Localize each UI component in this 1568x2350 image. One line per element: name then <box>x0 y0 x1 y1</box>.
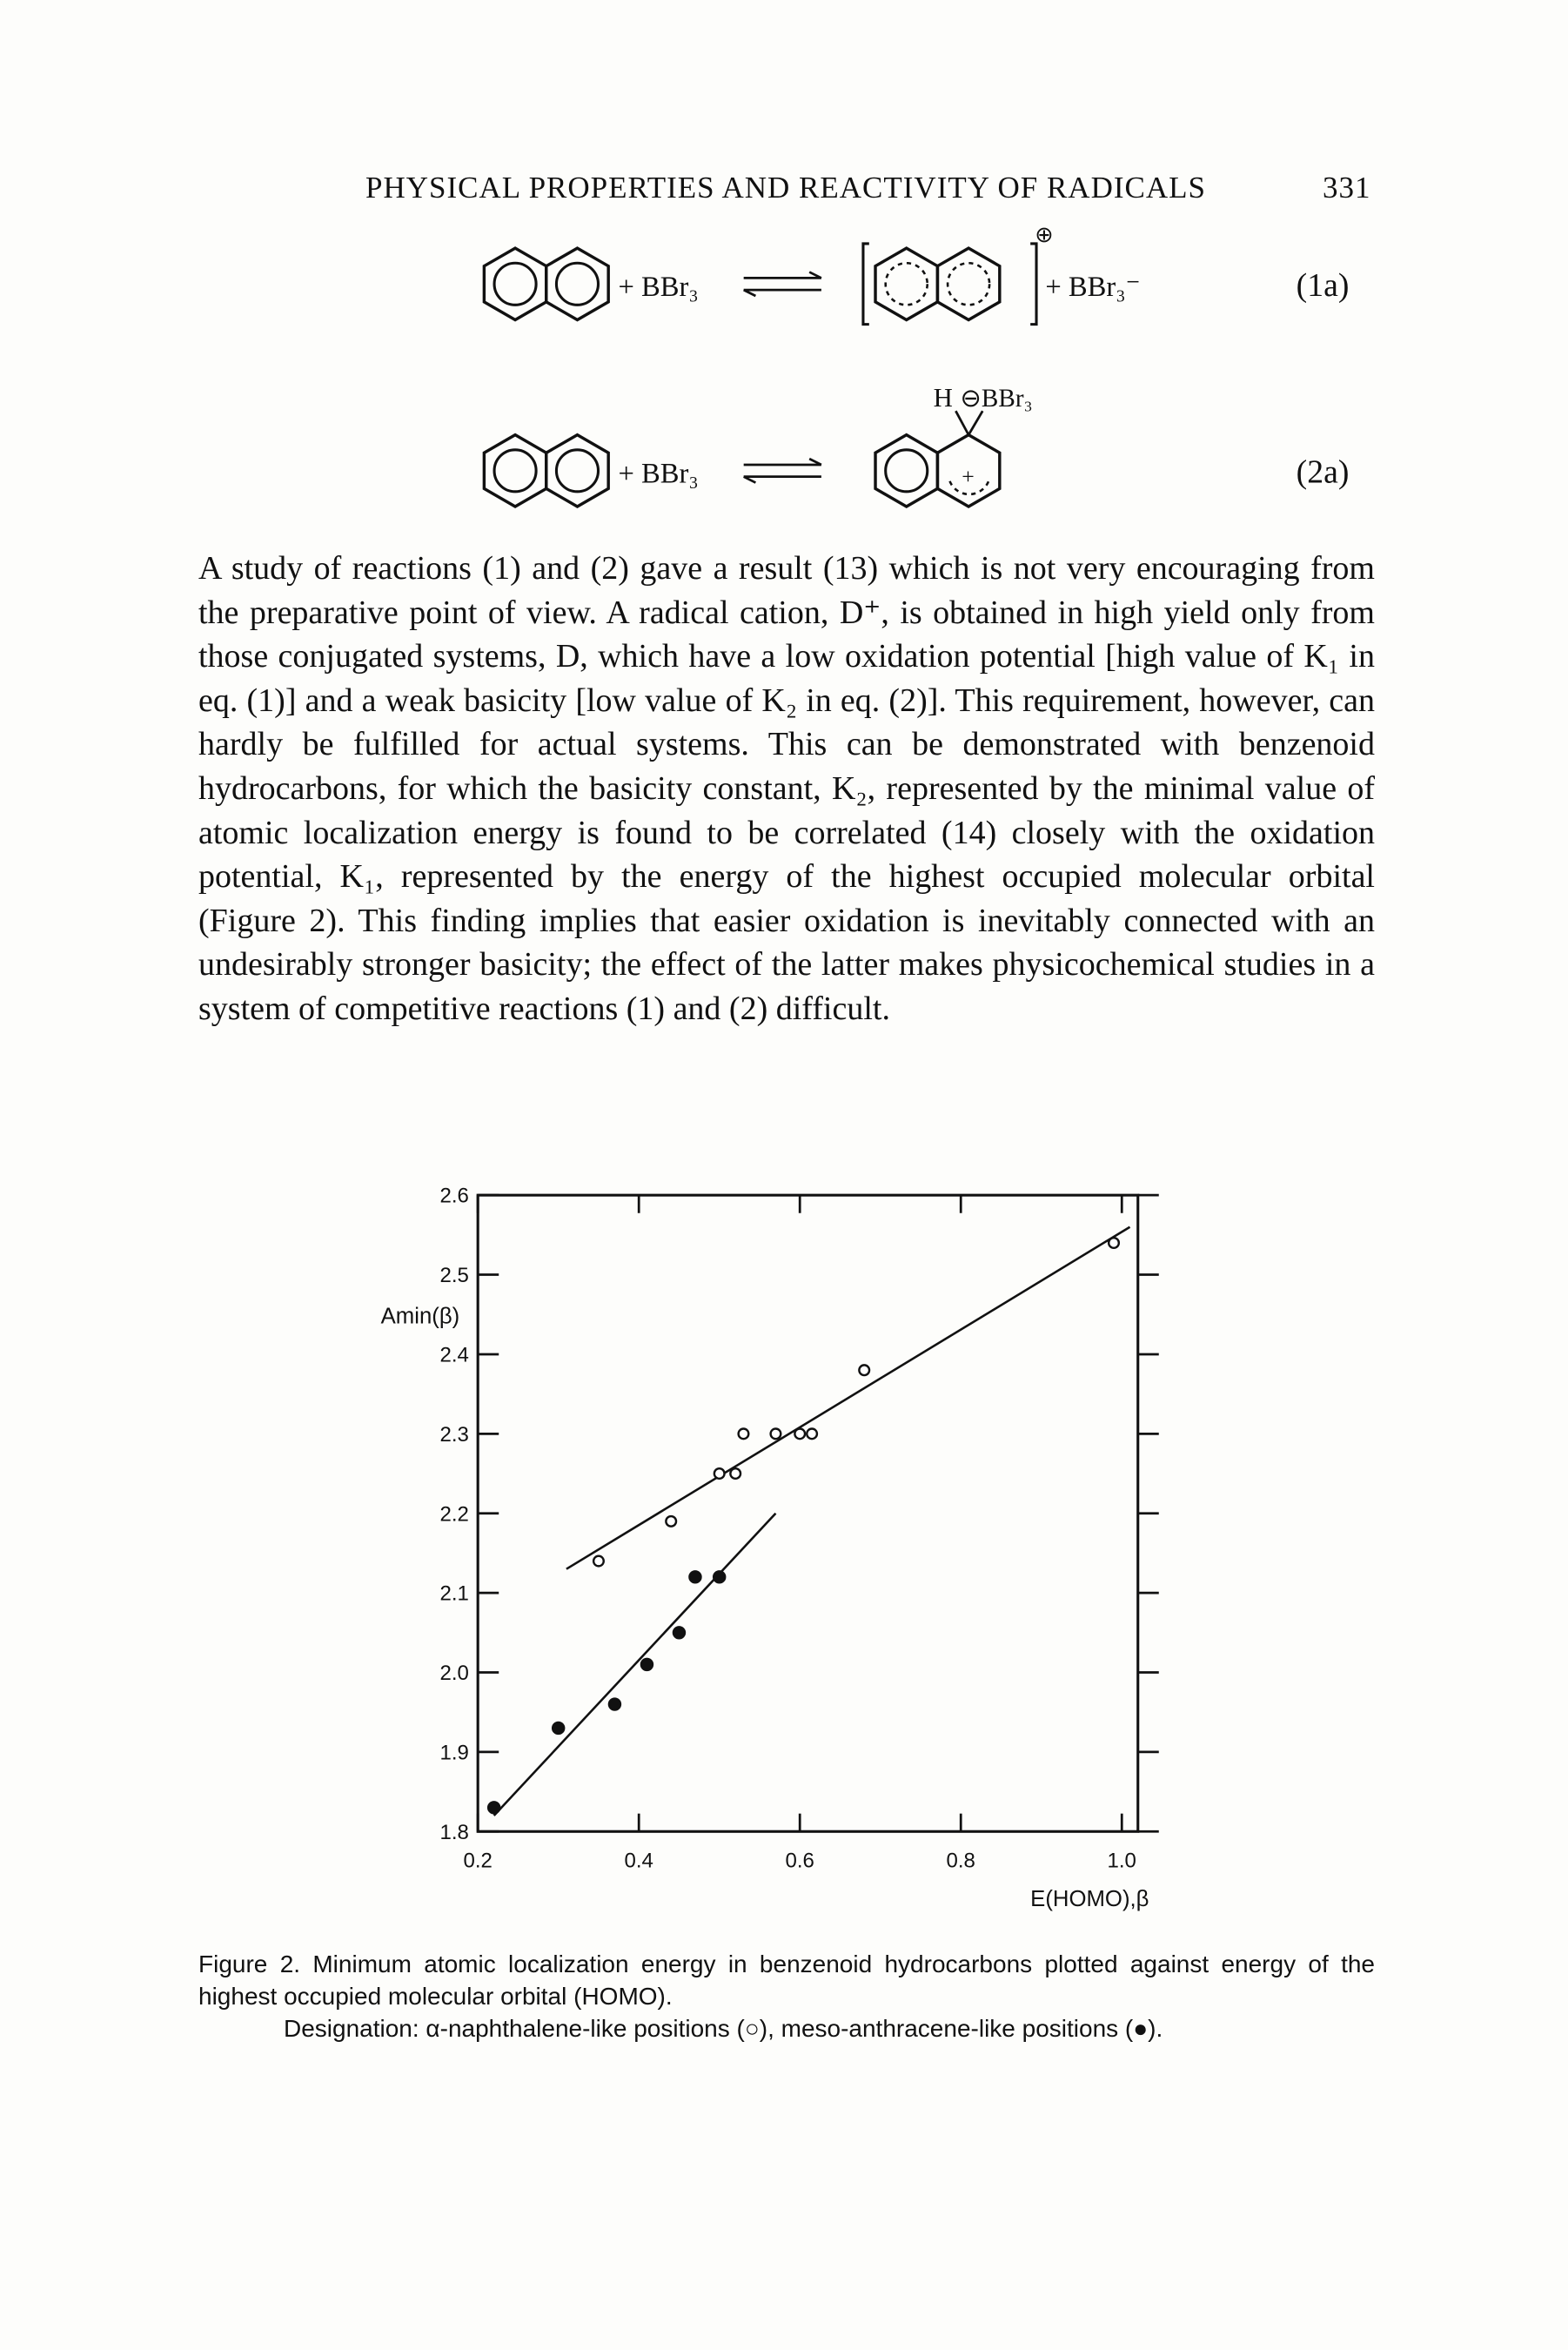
filled-point <box>607 1697 622 1711</box>
x-tick-label: 0.2 <box>463 1849 492 1872</box>
chart: Amin(β) E(HOMO),β 1.8 1.9 2.0 2.1 2.2 2.3 2.4 2… <box>381 1185 1159 1911</box>
figure-designation: Designation: α-naphthalene-like position… <box>284 2015 1163 2042</box>
reagent: + BBr₃ <box>619 459 699 490</box>
y-tick-label: 2.5 <box>439 1264 468 1287</box>
filled-point <box>640 1657 654 1672</box>
x-tick-label: 0.4 <box>624 1849 653 1872</box>
filled-point <box>551 1721 566 1736</box>
body-paragraph: A study of reactions (1) and (2) gave a … <box>198 550 1375 1027</box>
y-tick-label: 2.6 <box>439 1185 468 1208</box>
charge: ⊕ <box>1035 222 1054 247</box>
open-point <box>665 1514 678 1528</box>
y-tick-label: 2.0 <box>439 1662 468 1685</box>
y-tick-label: 2.2 <box>439 1502 468 1526</box>
naphthalene <box>482 433 610 508</box>
filled-point <box>486 1801 501 1815</box>
y-axis-label: Amin(β) <box>381 1305 460 1329</box>
open-point <box>794 1427 807 1440</box>
open-point <box>1107 1236 1121 1250</box>
plot-frame <box>476 1193 1140 1833</box>
filled-point <box>688 1570 702 1584</box>
open-point <box>729 1467 742 1480</box>
reagent: + BBr₃ <box>619 272 699 303</box>
y-tick-label: 2.4 <box>439 1344 468 1367</box>
equation-number: (2a) <box>1297 454 1350 491</box>
substituent: H <box>934 382 953 413</box>
open-point <box>858 1364 871 1377</box>
y-tick-label: 1.8 <box>439 1821 468 1844</box>
sigma-complex <box>874 410 1002 508</box>
x-tick-label: 0.8 <box>947 1849 975 1872</box>
x-tick-label: 1.0 <box>1108 1849 1136 1872</box>
charge: + <box>962 464 975 489</box>
x-axis-label: E(HOMO),β <box>1030 1887 1149 1911</box>
x-tick-label: 0.6 <box>786 1849 814 1872</box>
filled-point <box>672 1626 687 1640</box>
counterion: + BBr₃⁻ <box>1045 272 1140 303</box>
equilibrium-arrows <box>742 271 823 298</box>
equilibrium-arrows <box>742 457 823 484</box>
fit-line <box>566 1225 1131 1570</box>
open-point <box>713 1467 726 1480</box>
page-number: 331 <box>1323 171 1371 205</box>
y-tick-label: 2.1 <box>439 1582 468 1606</box>
open-point <box>592 1554 605 1568</box>
fit-line <box>493 1512 777 1816</box>
y-tick-label: 2.3 <box>439 1423 468 1447</box>
running-head: PHYSICAL PROPERTIES AND REACTIVITY OF RA… <box>365 171 1206 205</box>
open-point <box>769 1427 782 1440</box>
equation-number: (1a) <box>1297 267 1350 304</box>
figure-caption: Figure 2. Minimum atomic localization en… <box>198 1950 1375 2010</box>
radical-cation <box>874 246 1002 322</box>
open-point <box>806 1427 819 1440</box>
naphthalene <box>482 246 610 322</box>
complex-ion: ⊖BBr₃ <box>961 385 1033 413</box>
filled-point <box>712 1570 727 1584</box>
y-tick-label: 1.9 <box>439 1741 468 1764</box>
bracket <box>861 242 1038 326</box>
open-point <box>737 1427 750 1440</box>
